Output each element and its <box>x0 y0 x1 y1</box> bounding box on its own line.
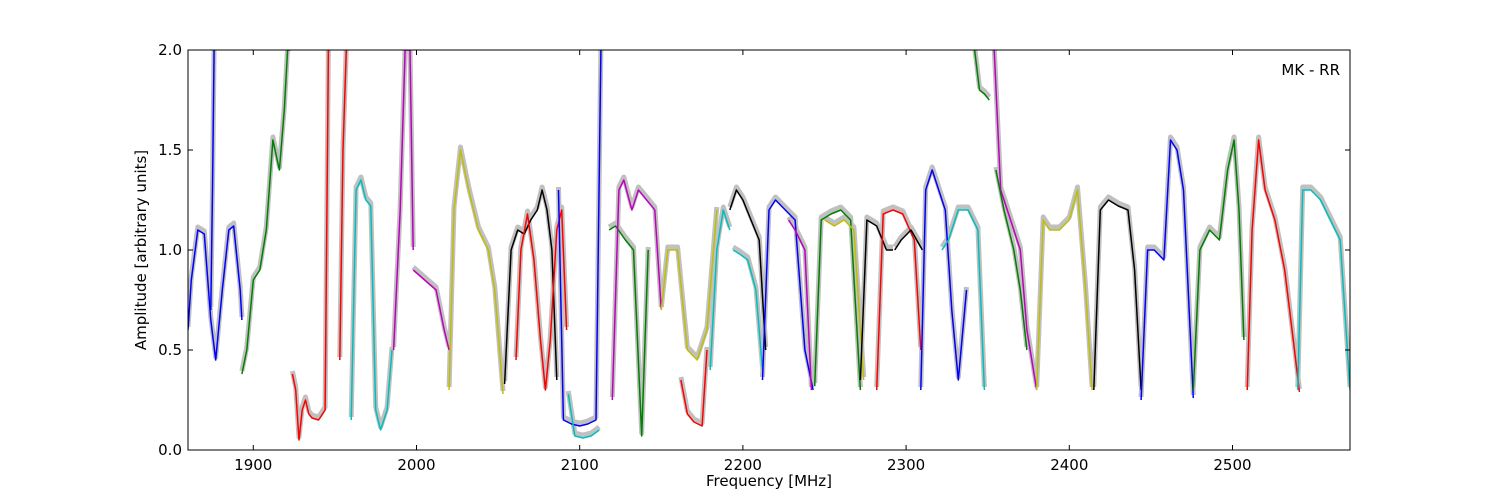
series-line-4 <box>291 50 330 441</box>
series-line-29 <box>941 209 986 391</box>
envelope-6 <box>348 174 395 430</box>
series-line-37 <box>1246 139 1301 393</box>
series-line-36 <box>1192 139 1245 391</box>
y-tick-label: 1.5 <box>158 141 182 159</box>
series-line-24 <box>824 219 865 381</box>
series-line-12 <box>557 50 602 427</box>
series-line-33 <box>1035 189 1093 391</box>
x-tick-label: 1900 <box>234 456 272 474</box>
y-tick-label: 2.0 <box>158 41 182 59</box>
envelope-38 <box>1295 184 1350 388</box>
envelope-15 <box>609 174 664 398</box>
y-tick-label: 0.0 <box>158 441 182 459</box>
series-line-19 <box>729 189 767 351</box>
x-axis-label: Frequency [MHz] <box>706 472 832 490</box>
series-line-8 <box>412 269 450 351</box>
x-tick-label: 2000 <box>397 456 435 474</box>
series-line-10 <box>503 189 558 385</box>
x-tick-label: 2500 <box>1213 456 1251 474</box>
series-line-16 <box>660 209 718 361</box>
plot-area <box>188 50 1350 441</box>
series-line-34 <box>1093 199 1142 391</box>
series-line-30 <box>973 50 990 101</box>
envelope-27 <box>892 224 925 249</box>
series-line-13 <box>567 393 600 439</box>
series-line-3 <box>241 50 291 375</box>
series-line-38 <box>1297 189 1350 391</box>
series-line-17 <box>680 349 708 427</box>
series-line-35 <box>1140 139 1195 401</box>
series-line-7 <box>392 50 414 351</box>
series-line-21 <box>761 199 814 391</box>
chart-annotation: MK - RR <box>1281 61 1340 79</box>
series-line-2 <box>210 50 215 311</box>
y-axis-label: Amplitude [arbitrary units] <box>132 150 150 350</box>
series-line-26 <box>875 209 922 391</box>
x-tick-label: 2100 <box>561 456 599 474</box>
series-line-23 <box>813 209 862 391</box>
x-tick-label: 2300 <box>887 456 925 474</box>
series-line-9 <box>448 149 504 395</box>
series-line-14 <box>608 225 649 437</box>
series-line-1 <box>188 225 243 361</box>
series-line-6 <box>350 179 393 431</box>
series-line-28 <box>920 169 968 391</box>
axis-ticks: 1900 2000 2100 2200 2300 2400 2500 0.0 0.5 1.0 1.5… <box>158 41 1350 474</box>
x-tick-label: 2200 <box>724 456 762 474</box>
series-line-27 <box>894 229 924 251</box>
x-tick-label: 2400 <box>1050 456 1088 474</box>
series-line-32 <box>995 169 1028 351</box>
series-line-22 <box>787 219 813 391</box>
series-line-20 <box>732 249 764 371</box>
y-tick-label: 0.5 <box>158 341 182 359</box>
series-line-25 <box>859 219 893 381</box>
y-tick-label: 1.0 <box>158 241 182 259</box>
series-line-5 <box>339 50 348 361</box>
series-line-15 <box>611 179 663 401</box>
series-line-18 <box>709 209 731 371</box>
